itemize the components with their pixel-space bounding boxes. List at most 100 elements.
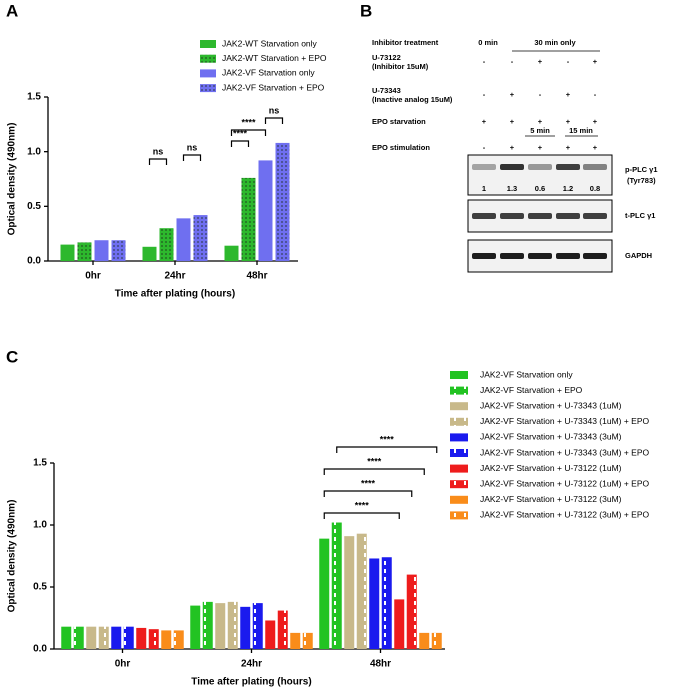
blot-text: EPO stimulation <box>372 143 430 152</box>
band-quantification: 1 <box>482 184 486 193</box>
blot-band <box>500 213 524 219</box>
significance-bracket <box>336 446 438 453</box>
bar <box>227 601 238 649</box>
bar <box>302 632 313 649</box>
blot-text: t-PLC γ1 <box>625 211 655 220</box>
blot-text: (Inactive analog 15uM) <box>372 95 453 104</box>
treatment-mark: - <box>483 57 486 66</box>
bar <box>258 160 273 261</box>
treatment-mark: + <box>566 143 571 152</box>
bar <box>290 632 301 649</box>
bar <box>202 601 213 649</box>
blot-band <box>500 164 524 170</box>
legend-swatch <box>200 54 216 63</box>
treatment-mark: + <box>593 117 598 126</box>
legend-swatch <box>200 69 216 78</box>
y-tick-label: 1.5 <box>33 458 47 469</box>
legend-swatch <box>450 402 468 411</box>
significance-label: **** <box>380 434 395 444</box>
significance-bracket <box>323 512 400 519</box>
blot-band <box>556 164 580 170</box>
x-axis-title: Time after plating (hours) <box>115 289 235 300</box>
bar <box>73 626 84 649</box>
treatment-mark: + <box>538 117 543 126</box>
legend-swatch <box>200 84 216 93</box>
blot-text: GAPDH <box>625 251 652 260</box>
blot-band <box>472 164 496 170</box>
y-tick-label: 1.0 <box>33 520 47 531</box>
bar <box>159 228 174 261</box>
x-tick-label: 0hr <box>85 271 101 282</box>
y-tick-label: 0.5 <box>27 201 41 212</box>
x-axis-title: Time after plating (hours) <box>191 677 311 688</box>
bar <box>344 536 355 649</box>
legend-swatch <box>450 386 468 395</box>
blot-band <box>472 253 496 259</box>
blot-text: p-PLC γ1 <box>625 165 658 174</box>
significance-label: **** <box>355 500 370 510</box>
blot-band <box>472 213 496 219</box>
blot-text: U-73343 <box>372 86 401 95</box>
legend-label: JAK2-VF Starvation + U-73343 (1uM) <box>480 400 622 410</box>
treatment-mark: - <box>483 143 486 152</box>
blot-text: EPO starvation <box>372 117 426 126</box>
bar <box>136 627 147 649</box>
significance-bracket <box>182 154 202 161</box>
treatment-mark: + <box>482 117 487 126</box>
blot-image <box>467 154 613 196</box>
legend-label: JAK2-VF Starvation only <box>480 369 573 379</box>
legend-swatch <box>450 433 468 442</box>
significance-label: **** <box>361 478 376 488</box>
blot-band <box>528 213 552 219</box>
legend-label: JAK2-VF Starvation + U-73343 (1uM) + EPO <box>480 416 650 426</box>
treatment-mark: + <box>538 143 543 152</box>
significance-label: **** <box>367 456 382 466</box>
bar <box>241 177 256 261</box>
bar <box>369 558 380 649</box>
treatment-mark: + <box>593 143 598 152</box>
significance-label: ns <box>269 105 280 115</box>
bar <box>381 557 392 649</box>
significance-bracket <box>264 117 284 124</box>
legend-label: JAK2-VF Starvation + U-73122 (3uM) + EPO <box>480 510 650 520</box>
x-tick-label: 48hr <box>246 271 267 282</box>
legend-label: JAK2-VF Starvation + U-73122 (1uM) <box>480 463 622 473</box>
bar <box>111 626 122 649</box>
significance-bracket <box>230 140 250 147</box>
treatment-mark: + <box>566 90 571 99</box>
blot-band <box>583 253 607 259</box>
bar <box>356 533 367 649</box>
bar <box>394 599 405 649</box>
significance-bracket <box>323 468 425 475</box>
legend-label: JAK2-VF Starvation only <box>222 68 315 78</box>
significance-label: ns <box>187 142 198 152</box>
blot-text: (Inhibitor 15uM) <box>372 62 429 71</box>
legend-swatch <box>450 371 468 379</box>
treatment-mark: - <box>567 57 570 66</box>
bar <box>277 610 288 649</box>
y-tick-label: 0.0 <box>27 256 41 267</box>
blot-text: 5 min <box>530 126 550 135</box>
bar <box>193 215 208 261</box>
treatment-mark: + <box>510 117 515 126</box>
significance-bracket <box>323 490 413 497</box>
bar <box>190 605 201 649</box>
blot-band <box>556 253 580 259</box>
bar <box>252 603 263 649</box>
y-axis-title: Optical density (490nm) <box>7 123 18 236</box>
treatment-mark: + <box>538 57 543 66</box>
bar <box>148 629 159 649</box>
bar <box>86 626 97 649</box>
x-tick-label: 0hr <box>115 659 131 670</box>
significance-bracket <box>230 129 267 136</box>
bar <box>265 620 276 649</box>
blot-text: Inhibitor treatment <box>372 38 439 47</box>
bar <box>111 240 126 261</box>
blot-band <box>583 213 607 219</box>
band-quantification: 1.3 <box>507 184 517 193</box>
bar <box>176 218 191 261</box>
legend-swatch <box>450 449 468 457</box>
treatment-mark: + <box>566 117 571 126</box>
legend-label: JAK2-VF Starvation + EPO <box>480 385 583 395</box>
